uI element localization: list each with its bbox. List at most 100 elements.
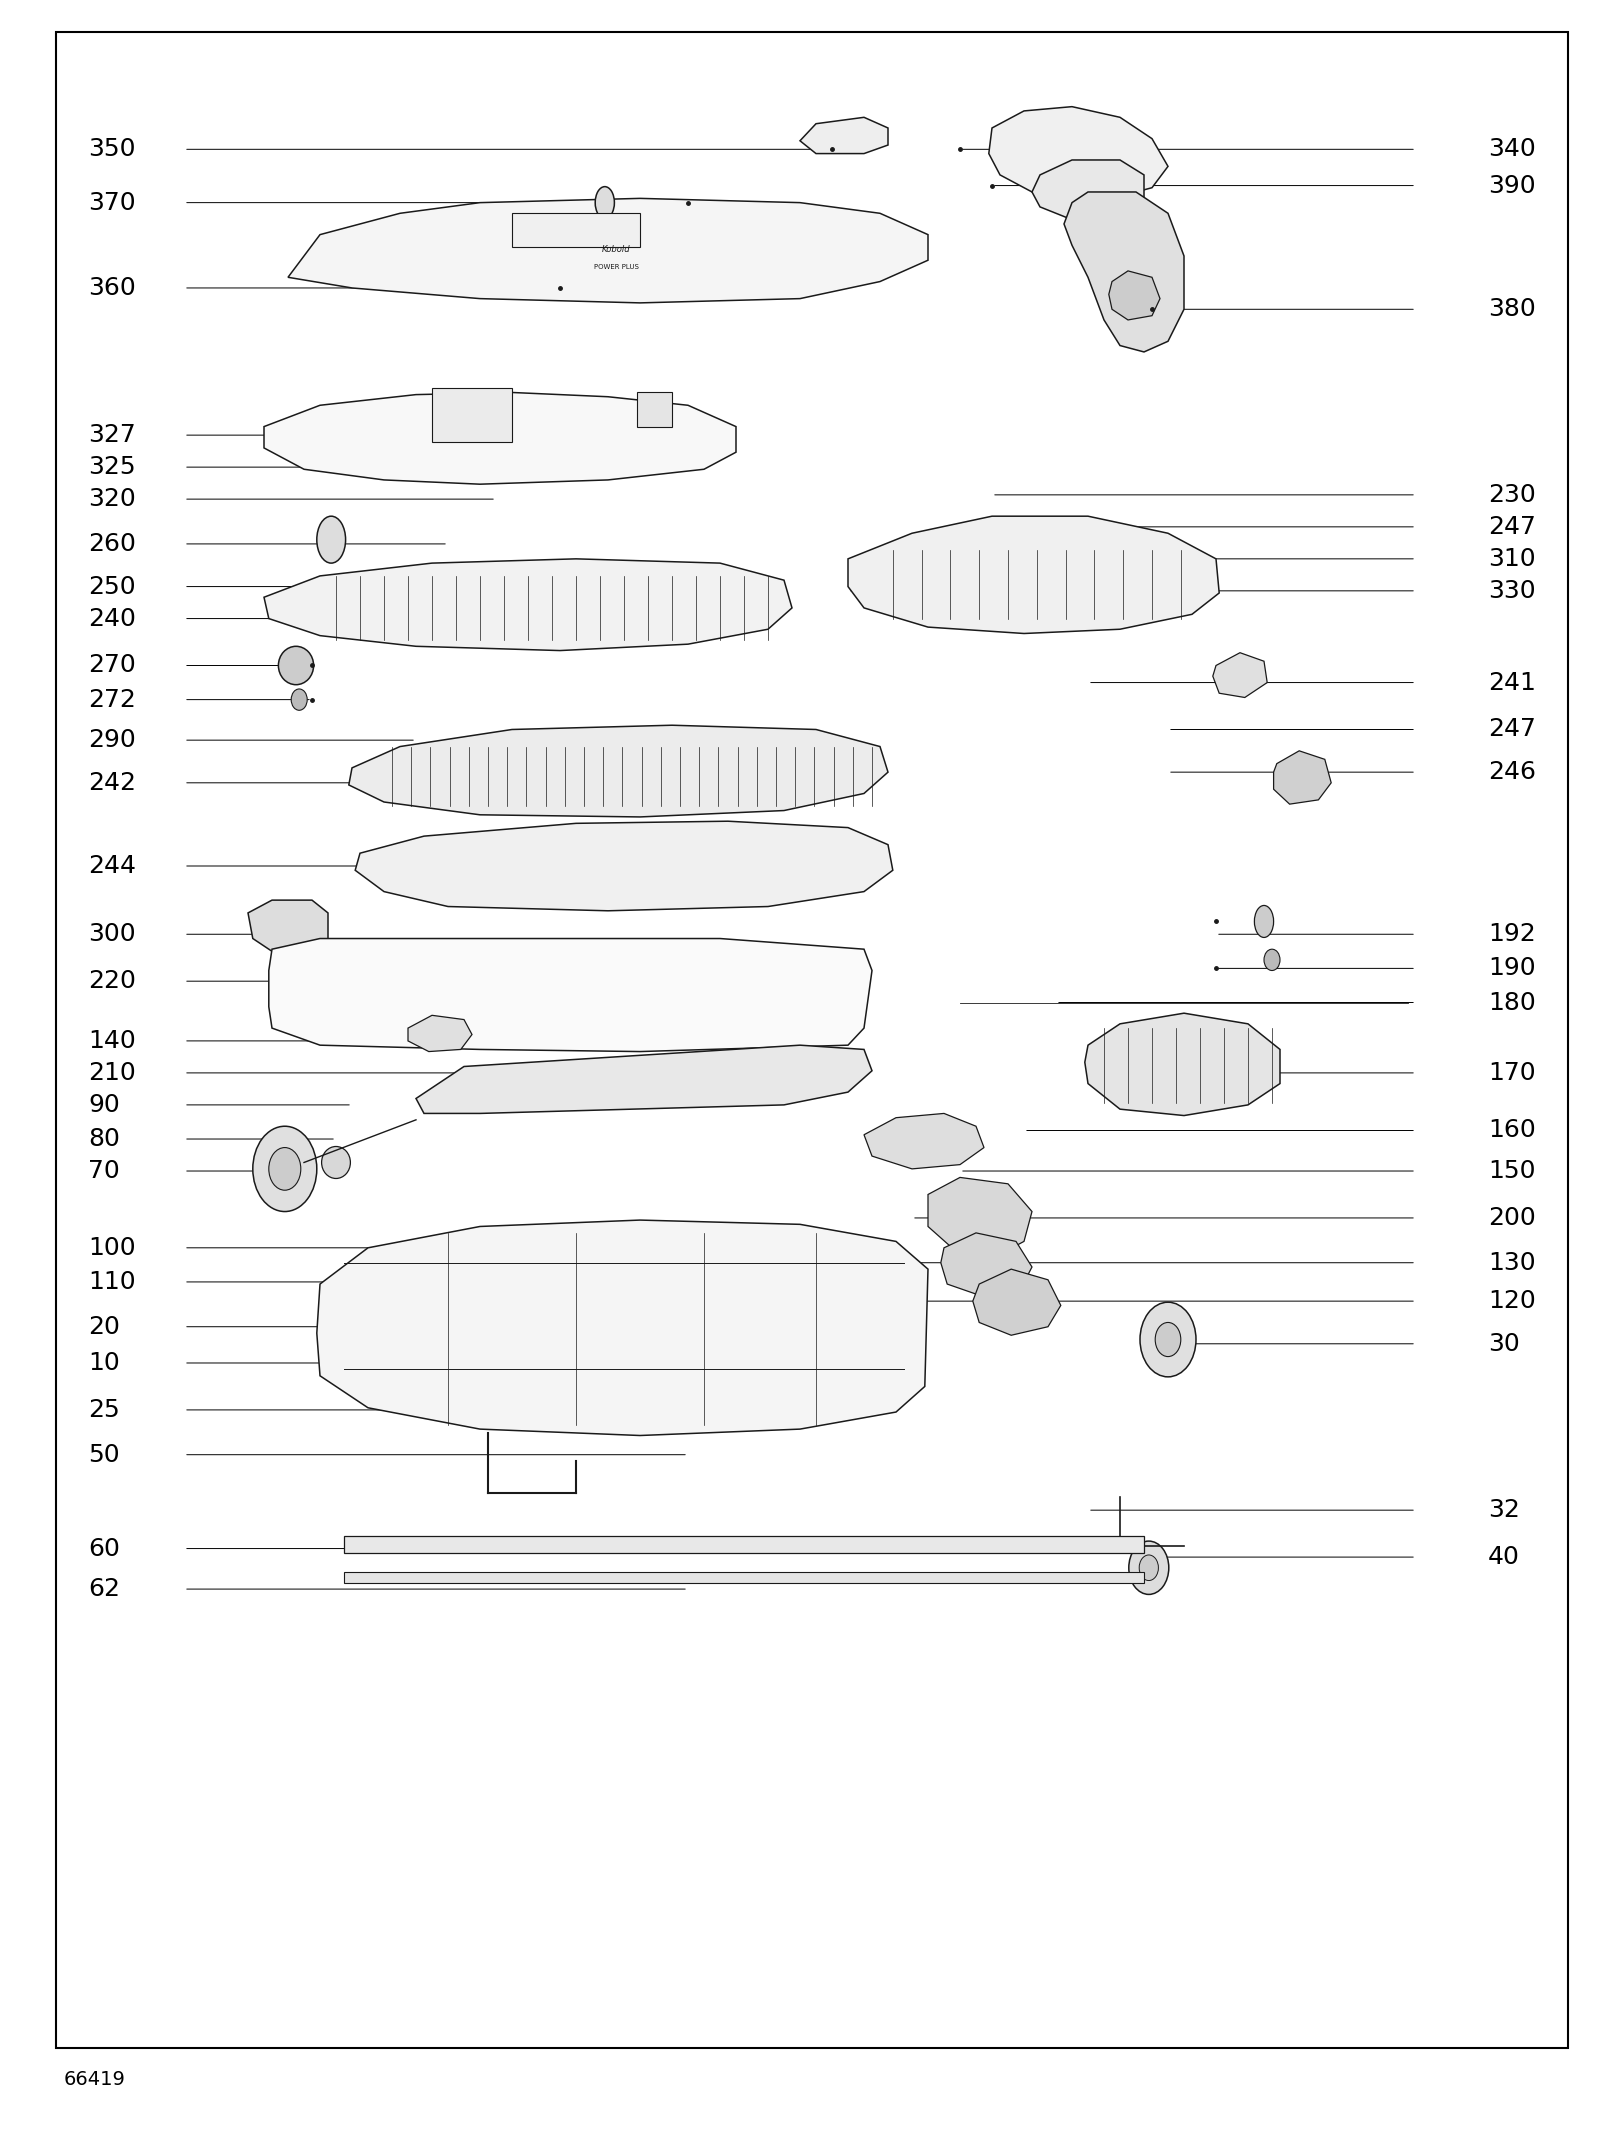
Bar <box>344 1572 1144 1583</box>
Text: 60: 60 <box>88 1536 120 1561</box>
Polygon shape <box>317 1220 928 1436</box>
Text: POWER PLUS: POWER PLUS <box>594 264 638 269</box>
Text: 290: 290 <box>88 727 136 753</box>
Ellipse shape <box>563 1538 573 1551</box>
Text: 340: 340 <box>1488 137 1536 162</box>
Polygon shape <box>349 725 888 817</box>
Polygon shape <box>408 1015 472 1052</box>
Text: 70: 70 <box>88 1158 120 1184</box>
Polygon shape <box>264 559 792 651</box>
Ellipse shape <box>595 186 614 218</box>
Text: 360: 360 <box>88 275 136 301</box>
Text: 190: 190 <box>1488 956 1536 981</box>
Text: 327: 327 <box>88 422 136 448</box>
Polygon shape <box>800 117 888 154</box>
Bar <box>637 392 672 427</box>
Text: 300: 300 <box>88 921 136 947</box>
Ellipse shape <box>1130 1540 1168 1595</box>
Polygon shape <box>248 900 328 951</box>
Text: 80: 80 <box>88 1126 120 1152</box>
Polygon shape <box>288 198 928 303</box>
Text: 210: 210 <box>88 1060 136 1086</box>
Text: 90: 90 <box>88 1092 120 1118</box>
Text: 380: 380 <box>1488 296 1536 322</box>
Polygon shape <box>1109 271 1160 320</box>
Text: 230: 230 <box>1488 482 1536 508</box>
Bar <box>432 388 512 442</box>
Ellipse shape <box>755 1538 765 1551</box>
Text: 325: 325 <box>88 454 136 480</box>
Text: 25: 25 <box>88 1397 120 1423</box>
Polygon shape <box>864 1113 984 1169</box>
Text: 30: 30 <box>1488 1331 1520 1357</box>
Polygon shape <box>941 1233 1032 1297</box>
Text: 370: 370 <box>88 190 136 215</box>
Text: 247: 247 <box>1488 717 1536 742</box>
Text: 120: 120 <box>1488 1288 1536 1314</box>
Ellipse shape <box>371 1538 381 1551</box>
Ellipse shape <box>1155 1322 1181 1357</box>
Ellipse shape <box>851 1538 861 1551</box>
Ellipse shape <box>317 516 346 563</box>
Text: 200: 200 <box>1488 1205 1536 1231</box>
Polygon shape <box>1032 160 1144 220</box>
Polygon shape <box>1274 751 1331 804</box>
Ellipse shape <box>291 689 307 710</box>
Text: 140: 140 <box>88 1028 136 1054</box>
Text: 350: 350 <box>88 137 136 162</box>
Text: 170: 170 <box>1488 1060 1536 1086</box>
Text: 247: 247 <box>1488 514 1536 540</box>
Text: 250: 250 <box>88 574 136 599</box>
Text: 192: 192 <box>1488 921 1536 947</box>
Polygon shape <box>928 1177 1032 1258</box>
Polygon shape <box>416 1045 872 1113</box>
Text: 100: 100 <box>88 1235 136 1261</box>
Text: 240: 240 <box>88 606 136 631</box>
Text: 244: 244 <box>88 853 136 879</box>
Ellipse shape <box>659 1538 669 1551</box>
Ellipse shape <box>467 1538 477 1551</box>
Bar <box>512 213 640 247</box>
Text: 220: 220 <box>88 968 136 994</box>
Text: 330: 330 <box>1488 578 1536 604</box>
Ellipse shape <box>947 1538 957 1551</box>
Ellipse shape <box>1139 1555 1158 1581</box>
Text: 150: 150 <box>1488 1158 1536 1184</box>
Ellipse shape <box>1264 949 1280 971</box>
Text: 241: 241 <box>1488 670 1536 695</box>
Polygon shape <box>848 516 1219 634</box>
Ellipse shape <box>1043 1538 1053 1551</box>
Text: 130: 130 <box>1488 1250 1536 1276</box>
Text: 260: 260 <box>88 531 136 557</box>
Ellipse shape <box>1254 907 1274 939</box>
Text: 10: 10 <box>88 1350 120 1376</box>
Text: 246: 246 <box>1488 759 1536 785</box>
Ellipse shape <box>253 1126 317 1212</box>
Text: 20: 20 <box>88 1314 120 1340</box>
Polygon shape <box>1213 653 1267 697</box>
Polygon shape <box>264 392 736 484</box>
Text: 242: 242 <box>88 770 136 796</box>
Text: 180: 180 <box>1488 990 1536 1015</box>
Text: 50: 50 <box>88 1442 120 1468</box>
Text: 110: 110 <box>88 1269 136 1295</box>
Bar <box>344 1536 1144 1553</box>
Text: 320: 320 <box>88 486 136 512</box>
Ellipse shape <box>322 1148 350 1177</box>
Polygon shape <box>989 107 1168 198</box>
Text: 160: 160 <box>1488 1118 1536 1143</box>
Text: Kobold: Kobold <box>602 245 630 254</box>
Text: 272: 272 <box>88 687 136 712</box>
Ellipse shape <box>1139 1301 1197 1378</box>
Text: 270: 270 <box>88 653 136 678</box>
Ellipse shape <box>278 646 314 685</box>
Polygon shape <box>355 821 893 911</box>
Polygon shape <box>973 1269 1061 1335</box>
Text: 390: 390 <box>1488 173 1536 198</box>
Polygon shape <box>1085 1013 1280 1116</box>
Text: 310: 310 <box>1488 546 1536 572</box>
Text: 62: 62 <box>88 1576 120 1602</box>
Ellipse shape <box>269 1148 301 1190</box>
Text: 32: 32 <box>1488 1497 1520 1523</box>
Polygon shape <box>269 939 872 1052</box>
